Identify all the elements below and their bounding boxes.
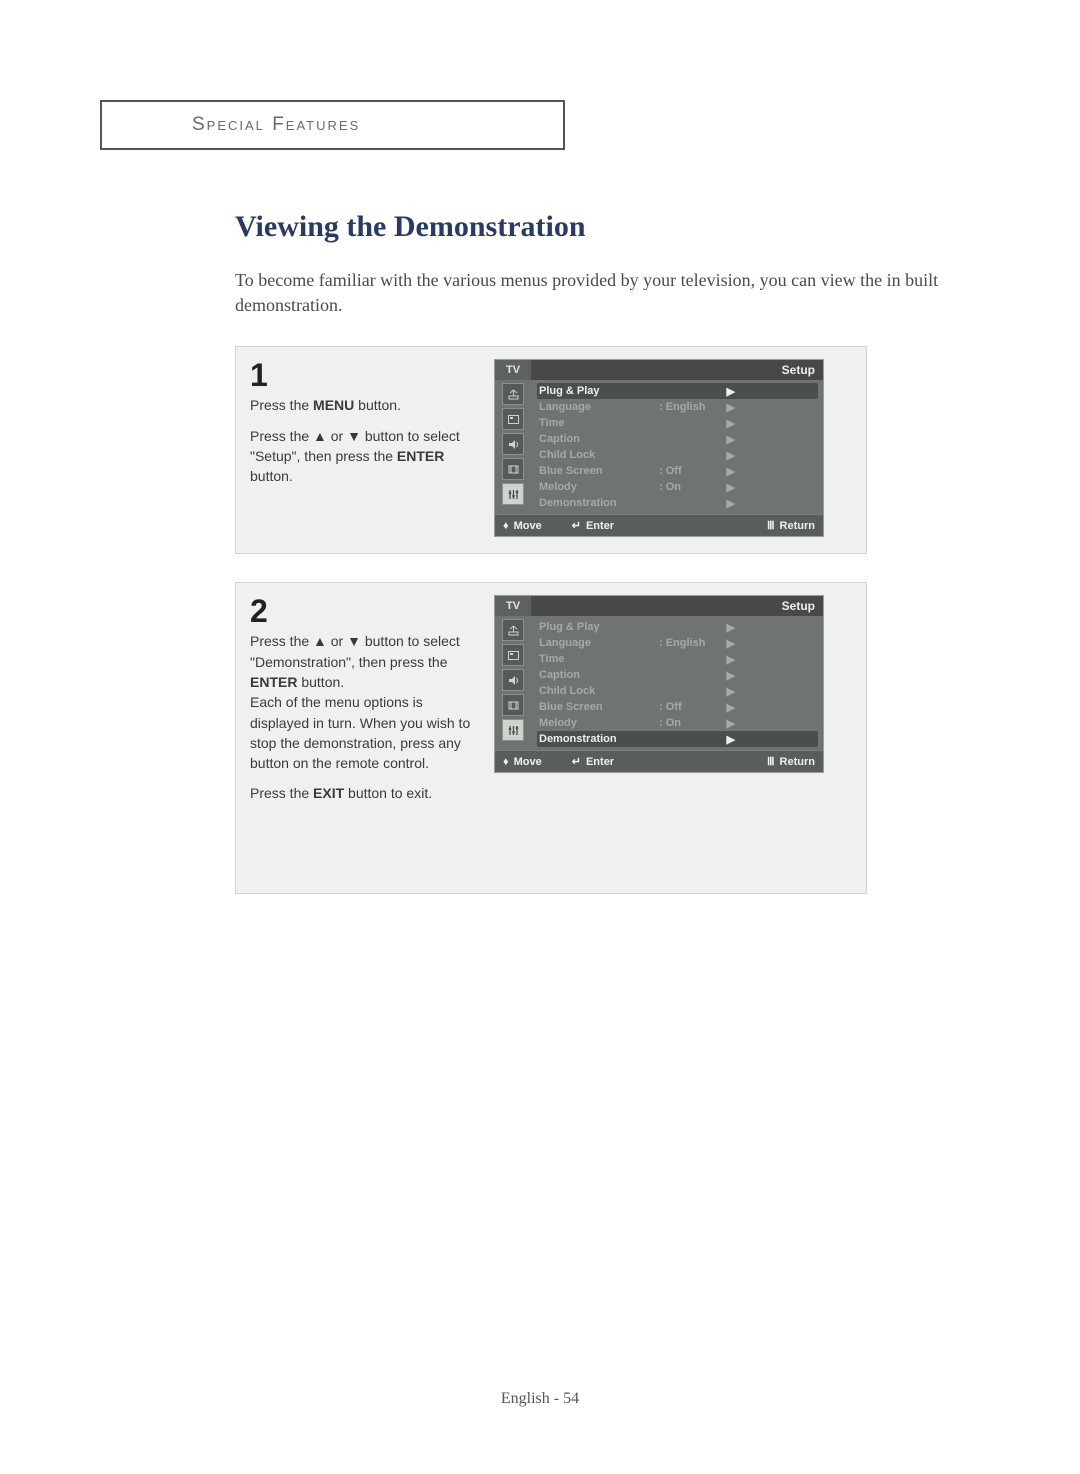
osd-iconbar [495,380,531,514]
updown-icon: ♦ [503,756,509,768]
chevron-right-icon: ▶ [721,733,735,746]
osd-iconbar [495,616,531,750]
chevron-right-icon: ▶ [721,465,735,478]
menu-item: Caption▶ [539,431,818,447]
osd-title: Setup [531,360,823,380]
channel-icon [502,458,524,480]
txt-bold: EXIT [313,785,344,801]
step-2-text: 2 Press the ▲ or ▼ button to select "Dem… [250,595,478,877]
footer-return: Return [780,756,815,768]
txt: Press the ▲ or ▼ button to select "Demon… [250,633,460,669]
osd-menu: Plug & Play▶ Language: English▶ Time▶ Ca… [531,616,823,750]
menu-item: Blue Screen: Off▶ [539,699,818,715]
menu-item: Melody: On▶ [539,479,818,495]
osd-panel-2: TV Setup Plug & Play▶ Language: English▶… [494,595,824,773]
txt: button. [297,674,344,690]
section-header-text: Special Features [192,114,360,135]
picture-icon [502,408,524,430]
osd-title: Setup [531,596,823,616]
antenna-icon [502,619,524,641]
menu-item: Melody: On▶ [539,715,818,731]
menu-item: Language: English▶ [539,399,818,415]
step-1-text: 1 Press the MENU button. Press the ▲ or … [250,359,478,537]
chevron-right-icon: ▶ [721,401,735,414]
chevron-right-icon: ▶ [721,417,735,430]
menu-item: Child Lock▶ [539,447,818,463]
txt: Press the [250,785,313,801]
intro-text: To become familiar with the various menu… [235,268,960,318]
menu-item: Plug & Play▶ [539,619,818,635]
step-number: 2 [250,595,478,627]
footer-move: Move [514,520,542,532]
picture-icon [502,644,524,666]
chevron-right-icon: ▶ [721,717,735,730]
chevron-right-icon: ▶ [721,685,735,698]
txt-bold: ENTER [397,448,444,464]
setup-icon [502,483,524,505]
menu-item: Caption▶ [539,667,818,683]
step-1: 1 Press the MENU button. Press the ▲ or … [235,346,867,554]
osd-footer: ♦ Move ↵ Enter Ⅲ Return [495,750,823,772]
enter-icon: ↵ [572,519,581,532]
menu-item: Demonstration▶ [537,731,818,747]
txt: button. [250,468,293,484]
osd-menu: Plug & Play▶ Language: English▶ Time▶ Ca… [531,380,823,514]
enter-icon: ↵ [572,755,581,768]
chevron-right-icon: ▶ [721,385,735,398]
step-2: 2 Press the ▲ or ▼ button to select "Dem… [235,582,867,894]
menu-item: Child Lock▶ [539,683,818,699]
chevron-right-icon: ▶ [721,449,735,462]
sound-icon [502,433,524,455]
chevron-right-icon: ▶ [721,621,735,634]
return-icon: Ⅲ [767,519,775,532]
menu-item: Language: English▶ [539,635,818,651]
txt-bold: ENTER [250,674,297,690]
footer-enter: Enter [586,756,614,768]
page-footer: English - 54 [0,1390,1080,1408]
return-icon: Ⅲ [767,755,775,768]
updown-icon: ♦ [503,520,509,532]
section-header: Special Features [100,100,565,150]
chevron-right-icon: ▶ [721,481,735,494]
txt: button. [354,397,401,413]
osd-tv-label: TV [495,360,531,380]
setup-icon [502,719,524,741]
txt: button to exit. [344,785,432,801]
osd-panel-1: TV Setup Plug & Play▶ Language: English▶… [494,359,824,537]
menu-item: Time▶ [539,415,818,431]
channel-icon [502,694,524,716]
menu-item: Plug & Play▶ [537,383,818,399]
chevron-right-icon: ▶ [721,701,735,714]
footer-move: Move [514,756,542,768]
osd-tv-label: TV [495,596,531,616]
chevron-right-icon: ▶ [721,497,735,510]
sound-icon [502,669,524,691]
chevron-right-icon: ▶ [721,653,735,666]
menu-item: Blue Screen: Off▶ [539,463,818,479]
footer-enter: Enter [586,520,614,532]
menu-item: Time▶ [539,651,818,667]
chevron-right-icon: ▶ [721,433,735,446]
step-number: 1 [250,359,478,391]
chevron-right-icon: ▶ [721,669,735,682]
osd-footer: ♦ Move ↵ Enter Ⅲ Return [495,514,823,536]
menu-item: Demonstration▶ [539,495,818,511]
txt: Press the [250,397,313,413]
txt: Each of the menu options is displayed in… [250,692,478,773]
footer-return: Return [780,520,815,532]
chevron-right-icon: ▶ [721,637,735,650]
antenna-icon [502,383,524,405]
page-title: Viewing the Demonstration [235,210,960,244]
txt-bold: MENU [313,397,354,413]
